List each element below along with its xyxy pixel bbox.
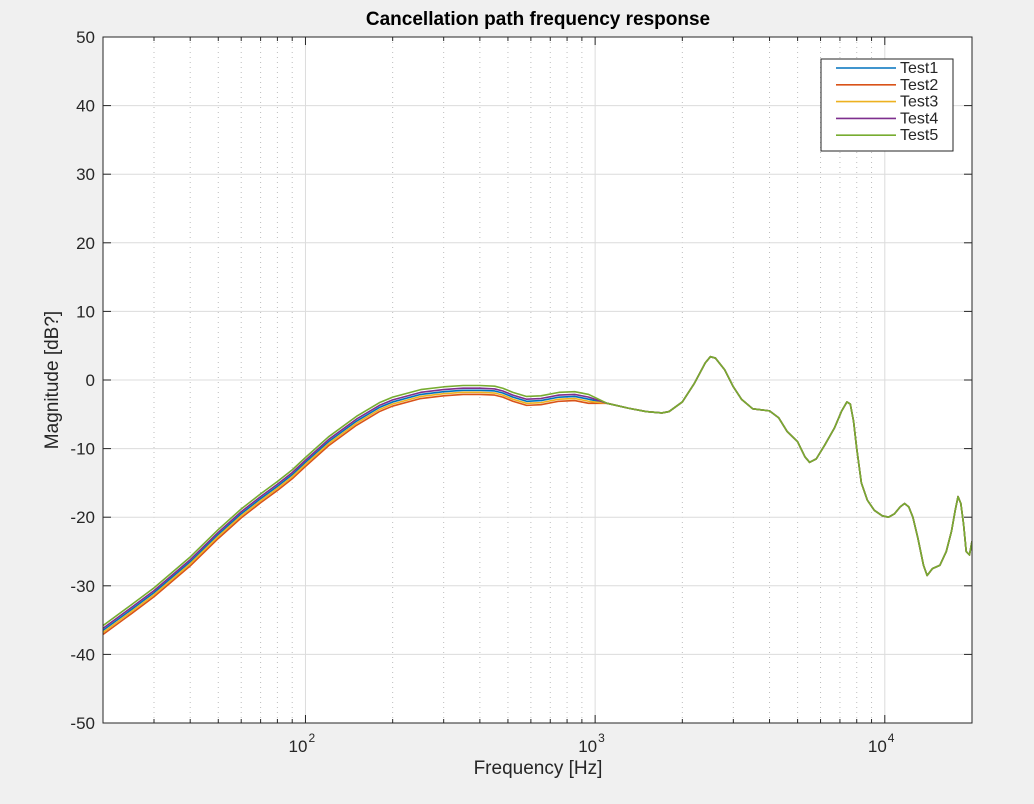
- chart-title: Cancellation path frequency response: [366, 9, 710, 30]
- x-tick-label-exponent: 3: [598, 731, 605, 745]
- legend-label-test4: Test4: [900, 110, 938, 127]
- y-tick-label: 10: [76, 302, 95, 321]
- x-tick-labels: 10 2 10 3 10 4: [289, 731, 895, 756]
- x-axis-label: Frequency [Hz]: [474, 758, 603, 779]
- y-axis-label: Magnitude [dB?]: [42, 311, 63, 449]
- y-tick-label: 20: [76, 234, 95, 253]
- x-tick-label-base: 10: [289, 737, 308, 756]
- y-tick-label: 30: [76, 165, 95, 184]
- y-tick-label: 40: [76, 97, 95, 116]
- x-tick-label-exponent: 2: [308, 731, 315, 745]
- series-lines: [103, 355, 972, 636]
- y-tick-label: -10: [70, 440, 95, 459]
- y-tick-label: -50: [70, 714, 95, 733]
- y-tick-label: -40: [70, 645, 95, 664]
- x-tick-label-base: 10: [578, 737, 597, 756]
- legend-label-test2: Test2: [900, 77, 938, 94]
- y-tick-labels: -50 -40 -30 -20 -10 0 10 20 30 40 50: [70, 28, 95, 733]
- x-tick-label-exponent: 4: [888, 731, 895, 745]
- legend-label-test3: Test3: [900, 94, 938, 111]
- major-gridlines: [103, 37, 972, 723]
- axis-ticks: [103, 36, 972, 724]
- y-tick-label: 0: [86, 371, 95, 390]
- series-line-test5: [103, 355, 972, 627]
- y-tick-label: -20: [70, 508, 95, 527]
- legend-label-test1: Test1: [900, 60, 938, 77]
- x-tick-label-base: 10: [868, 737, 887, 756]
- y-tick-label: 50: [76, 28, 95, 47]
- y-tick-label: -30: [70, 577, 95, 596]
- legend-label-test5: Test5: [900, 127, 938, 144]
